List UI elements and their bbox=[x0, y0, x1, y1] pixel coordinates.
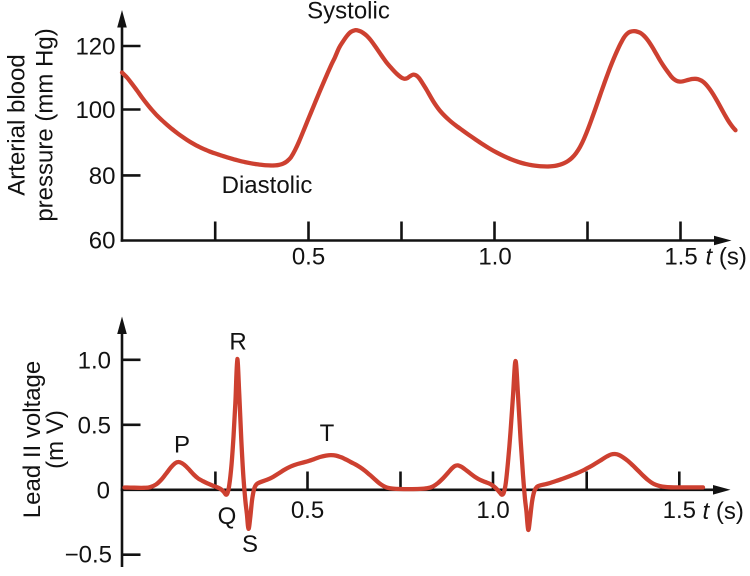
svg-text:Q: Q bbox=[218, 503, 237, 530]
svg-text:S: S bbox=[242, 531, 258, 558]
svg-text:−0.5: −0.5 bbox=[65, 542, 112, 569]
svg-text:Lead II voltage: Lead II voltage bbox=[19, 361, 46, 518]
svg-text:Systolic: Systolic bbox=[307, 0, 390, 24]
svg-text:1.0: 1.0 bbox=[476, 497, 509, 524]
svg-text:1.5: 1.5 bbox=[664, 244, 697, 271]
svg-text:Diastolic: Diastolic bbox=[222, 172, 313, 199]
svg-text:0.5: 0.5 bbox=[78, 413, 111, 440]
svg-text:80: 80 bbox=[89, 163, 116, 190]
svg-text:120: 120 bbox=[75, 34, 115, 61]
svg-text:t (s): t (s) bbox=[703, 498, 744, 525]
svg-text:(m V): (m V) bbox=[42, 410, 69, 469]
svg-text:1.0: 1.0 bbox=[478, 244, 511, 271]
svg-text:0: 0 bbox=[97, 478, 110, 505]
svg-text:1.5: 1.5 bbox=[663, 497, 696, 524]
svg-text:100: 100 bbox=[75, 97, 115, 124]
svg-text:P: P bbox=[174, 432, 190, 459]
svg-text:pressure (mm Hg): pressure (mm Hg) bbox=[31, 28, 58, 221]
svg-text:1.0: 1.0 bbox=[78, 348, 111, 375]
svg-text:0.5: 0.5 bbox=[292, 244, 325, 271]
svg-text:T: T bbox=[320, 420, 335, 447]
svg-text:60: 60 bbox=[89, 227, 116, 254]
svg-text:0.5: 0.5 bbox=[291, 497, 324, 524]
svg-text:Arterial blood: Arterial blood bbox=[3, 54, 30, 195]
svg-text:R: R bbox=[229, 329, 246, 356]
svg-text:t (s): t (s) bbox=[706, 244, 747, 271]
